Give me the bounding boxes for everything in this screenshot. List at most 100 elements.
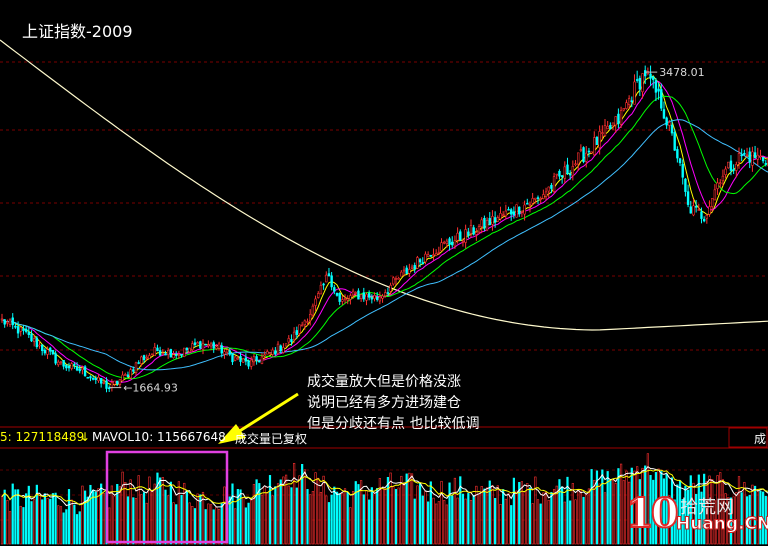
- candle-body: [625, 102, 628, 109]
- candle-body: [341, 299, 344, 302]
- candle-body: [338, 293, 341, 302]
- volume-bar: [250, 499, 253, 545]
- candle-body: [24, 328, 28, 332]
- volume-bar: [689, 475, 692, 545]
- candle-body: [523, 204, 526, 215]
- volume-bar: [70, 499, 73, 545]
- volume-bar: [753, 485, 757, 545]
- candle-body: [185, 347, 189, 351]
- candle-body: [38, 344, 41, 347]
- candle-body: [322, 283, 325, 286]
- volume-bar: [472, 494, 475, 545]
- candle-body: [73, 363, 76, 366]
- candle-body: [544, 191, 548, 197]
- candle-body: [743, 152, 746, 155]
- volume-bar: [536, 499, 540, 545]
- volume-bar: [317, 477, 320, 545]
- candle-body: [579, 149, 583, 151]
- volume-bar: [81, 485, 84, 545]
- candle-body: [448, 238, 451, 245]
- candle-body: [27, 332, 30, 335]
- candle-body: [745, 154, 749, 157]
- candle-body: [507, 208, 510, 211]
- candle-body: [509, 209, 513, 215]
- volume-bar: [287, 485, 290, 545]
- volume-bar: [199, 494, 202, 545]
- candle-body: [250, 359, 253, 367]
- volume-bar: [349, 507, 352, 545]
- volume-bar: [335, 491, 339, 545]
- candle-body: [445, 240, 449, 244]
- volume-bar: [622, 480, 625, 545]
- volume-bar: [453, 477, 457, 545]
- candle-body: [716, 182, 719, 189]
- volume-bar: [539, 503, 542, 545]
- candle-body: [54, 353, 57, 364]
- candle-body: [652, 76, 655, 80]
- candle-body: [65, 364, 68, 369]
- candle-body: [534, 197, 537, 200]
- volume-bar: [137, 475, 140, 545]
- volume-bar: [649, 475, 652, 545]
- candle-body: [536, 197, 540, 199]
- volume-bar: [185, 490, 189, 545]
- volume-bar: [429, 481, 432, 545]
- candle-body: [402, 269, 406, 272]
- ma5-volume-readout: 5: 127118489: [0, 430, 85, 444]
- candle-body: [223, 351, 226, 355]
- volume-bar: [38, 493, 41, 545]
- candle-body: [327, 273, 331, 277]
- volume-bar: [333, 486, 336, 545]
- volume-bar: [360, 480, 363, 545]
- candle-body: [362, 292, 365, 300]
- candle-body: [566, 164, 569, 174]
- volume-bar: [719, 472, 722, 545]
- volume-bar: [461, 493, 465, 545]
- volume-bar: [319, 492, 323, 545]
- candle-body: [692, 205, 695, 216]
- candle-body: [708, 206, 711, 215]
- volume-bar: [668, 495, 671, 545]
- volume-bar: [118, 486, 122, 545]
- volume-bar: [346, 492, 349, 545]
- candle-body: [737, 153, 741, 163]
- candle-body: [276, 343, 280, 354]
- volume-bar: [397, 487, 400, 545]
- candle-body: [528, 204, 532, 206]
- candle-body: [35, 337, 39, 348]
- candle-body: [303, 320, 307, 326]
- volume-bar: [579, 489, 582, 545]
- candle-body: [43, 349, 47, 354]
- volume-bar: [657, 468, 660, 545]
- volume-bar: [542, 492, 545, 545]
- volume-bar: [729, 497, 733, 545]
- volume-bar: [526, 483, 529, 545]
- candle-body: [83, 366, 87, 377]
- volume-bar: [102, 493, 105, 545]
- candle-body: [67, 365, 71, 369]
- candle-body: [333, 287, 336, 292]
- candle-body: [501, 214, 505, 217]
- volume-bar: [191, 506, 194, 545]
- candle-body: [761, 156, 765, 162]
- volume-bar: [357, 484, 360, 545]
- volume-bar: [507, 493, 510, 545]
- candle-body: [641, 73, 644, 93]
- annotation-arrow-head: [218, 424, 246, 444]
- candle-body: [753, 152, 757, 159]
- candle-body: [191, 343, 194, 351]
- volume-bar: [703, 473, 706, 545]
- volume-bar: [628, 481, 631, 545]
- volume-bar: [330, 494, 333, 545]
- candle-body: [603, 125, 607, 136]
- candle-body: [260, 356, 264, 364]
- candle-body: [204, 343, 207, 346]
- volume-bar: [510, 505, 513, 545]
- annotation-line-2: 说明已经有多方进场建仓: [307, 395, 461, 411]
- candle-body: [413, 265, 416, 270]
- volume-bar: [427, 501, 430, 545]
- volume-bar: [108, 507, 111, 545]
- volume-bar: [132, 497, 135, 545]
- candle-body: [6, 321, 9, 324]
- volume-bar: [22, 507, 25, 545]
